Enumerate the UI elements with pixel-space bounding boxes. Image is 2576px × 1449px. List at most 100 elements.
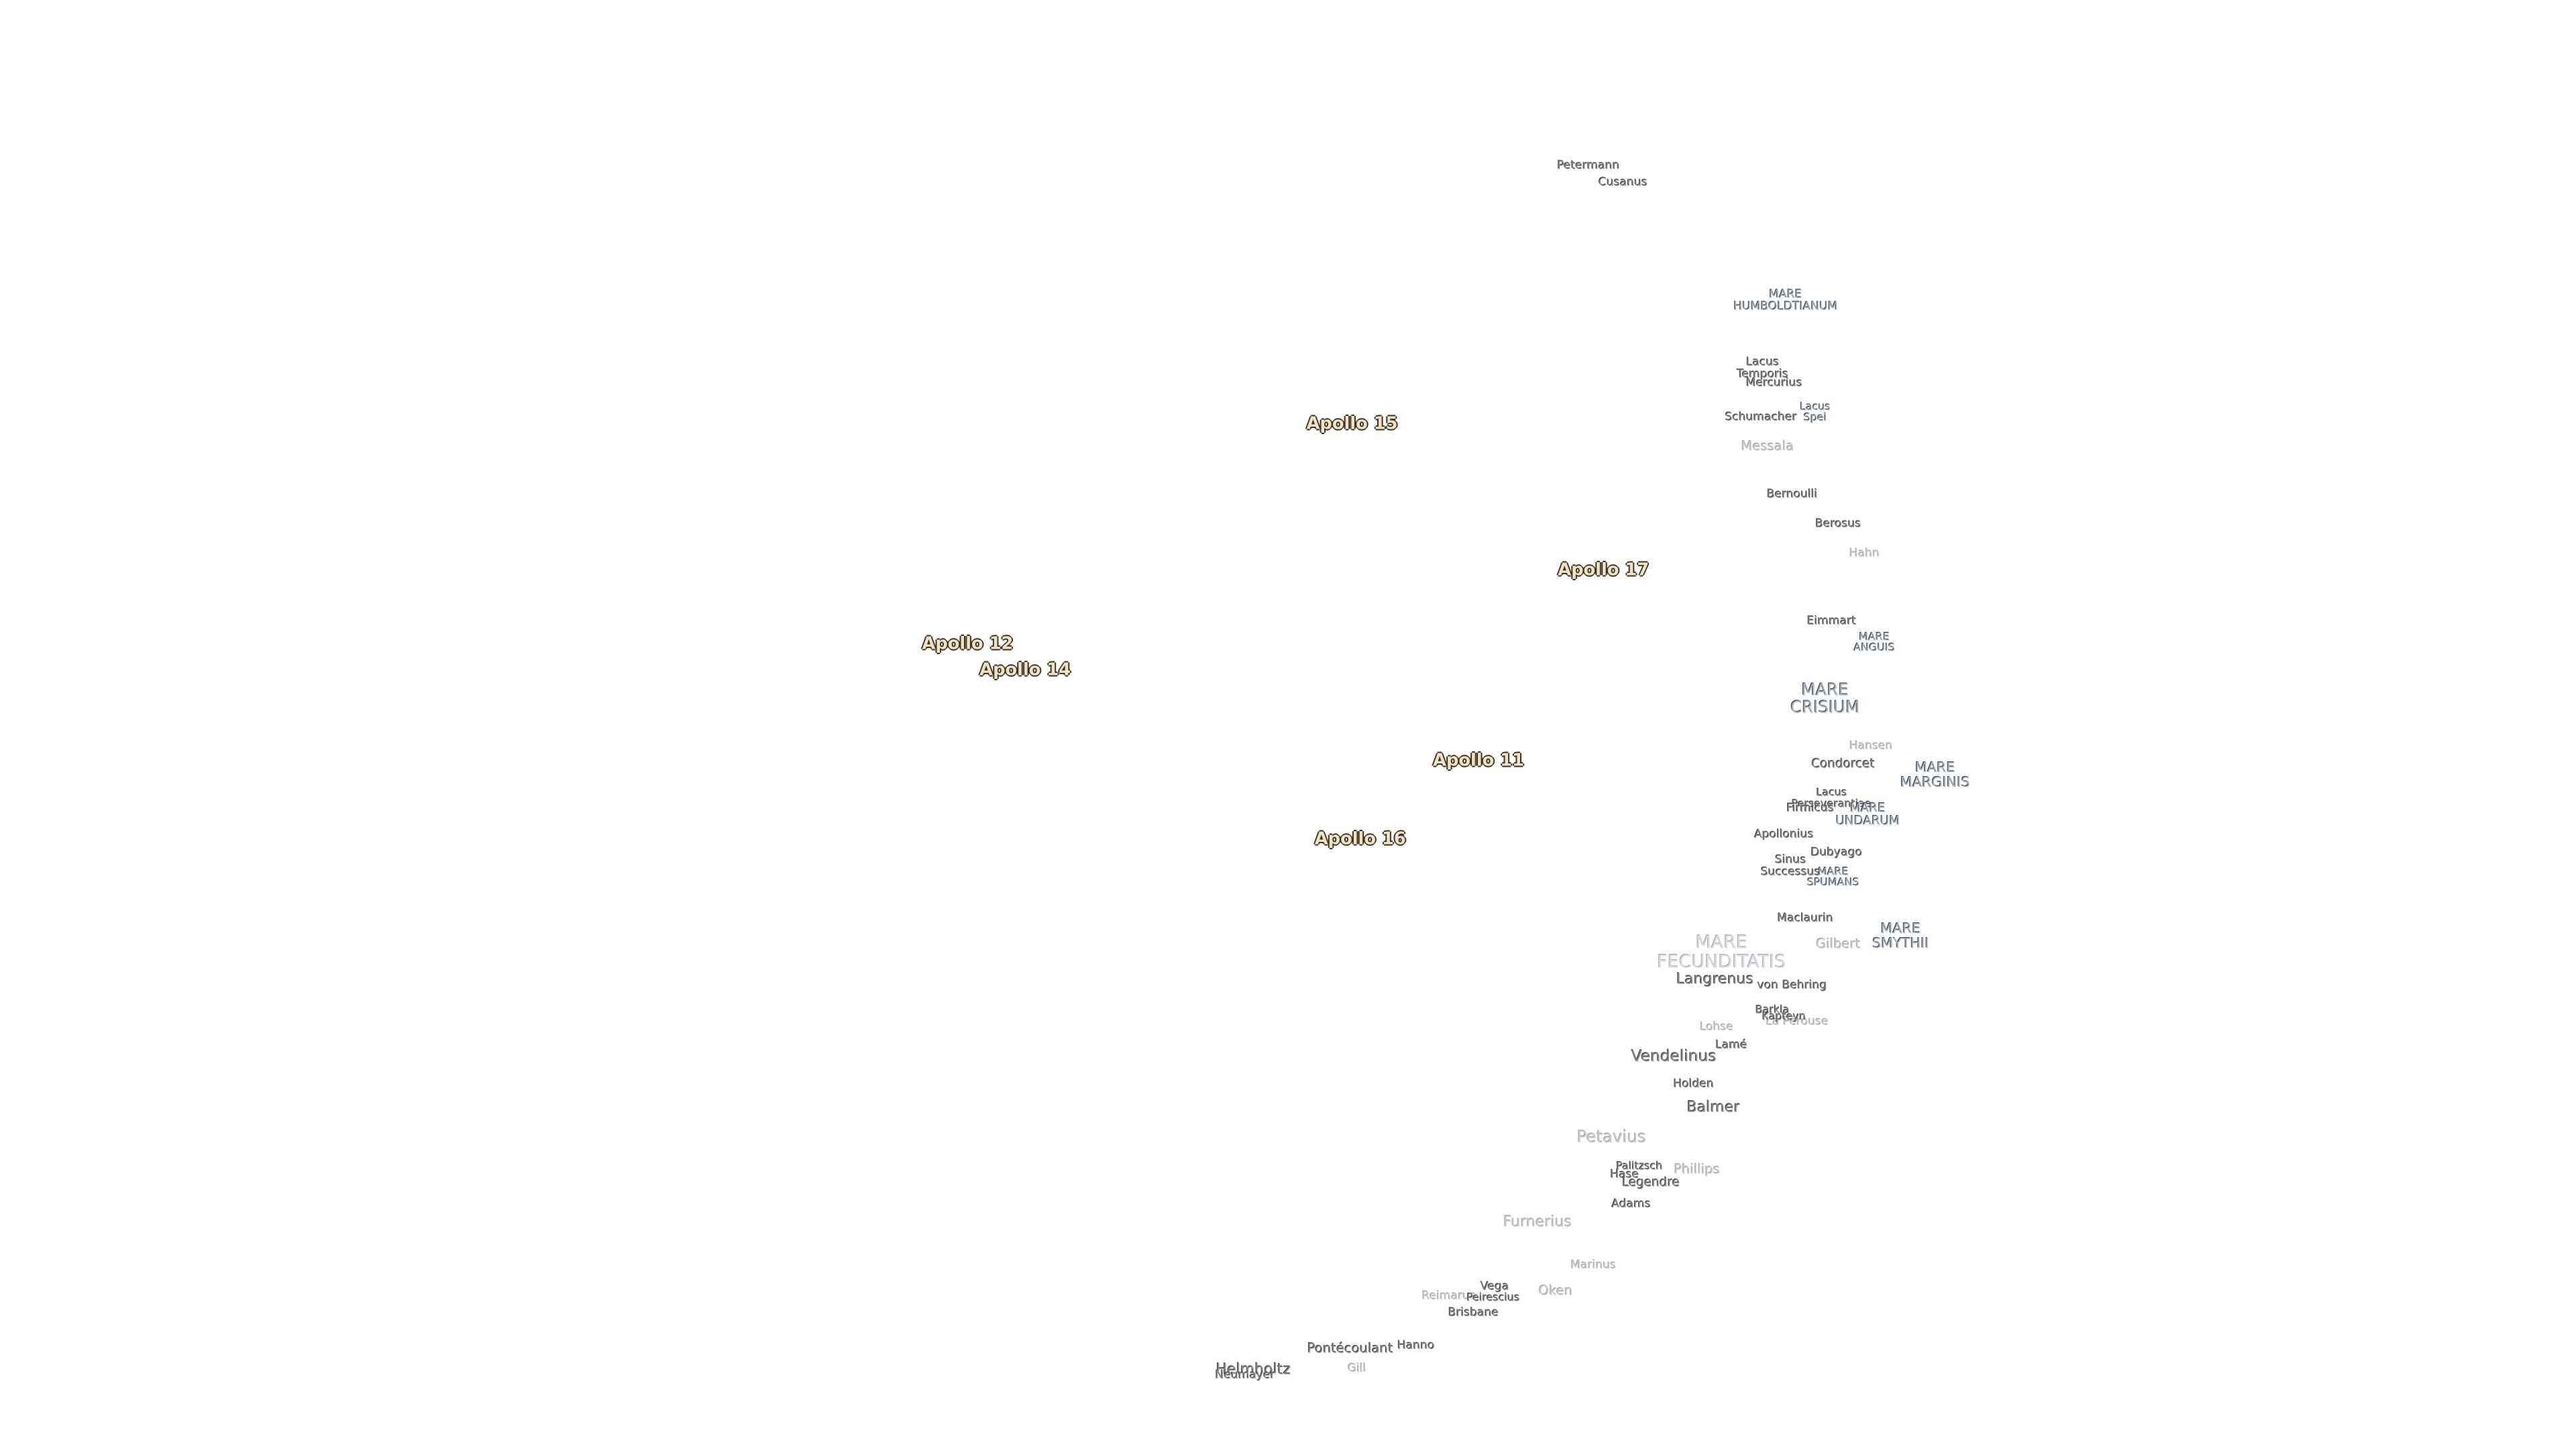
feature-label-line: Spei — [1803, 411, 1827, 424]
feature-label-line: MARE — [1769, 288, 1803, 302]
feature-label-line: Adams — [1611, 1197, 1652, 1212]
feature-label-line: Messala — [1741, 438, 1794, 454]
feature-label-line: Cusanus — [1599, 175, 1648, 189]
feature-label-line: Lohse — [1700, 1020, 1734, 1034]
feature-label: Helmholtz — [1216, 1362, 1291, 1378]
feature-label-line: Firmicus — [1786, 801, 1835, 815]
feature-label-line: Lacus — [1800, 399, 1831, 413]
feature-label-line: MARE — [1850, 801, 1886, 816]
feature-label: Apollonius — [1754, 828, 1813, 841]
feature-label-line: HUMBOLDTIANUM — [1733, 300, 1838, 314]
apollo-site-label: Apollo 15 — [1306, 413, 1398, 434]
feature-label-line: Barkla — [1756, 1003, 1790, 1016]
feature-label: Messala — [1741, 438, 1794, 454]
feature-label: Phillips — [1674, 1163, 1720, 1177]
feature-label-line: Condorcet — [1811, 757, 1875, 771]
feature-label-line: MARGINIS — [1900, 773, 1970, 790]
feature-label: Adams — [1612, 1198, 1651, 1210]
feature-label-line: Langrenus — [1676, 971, 1754, 988]
feature-label-line: Hase — [1610, 1168, 1640, 1182]
feature-label-line: MARE — [1859, 629, 1890, 643]
feature-label-line: CRISIUM — [1790, 696, 1860, 716]
feature-label-line: Oken — [1538, 1283, 1573, 1299]
feature-label: von Behring — [1758, 979, 1827, 991]
feature-label-line: Apollonius — [1754, 828, 1814, 842]
feature-label: MARE FECUNDITATIS — [1657, 933, 1786, 973]
feature-label-line: Successus — [1761, 865, 1821, 879]
feature-label: Marinus — [1571, 1259, 1617, 1271]
feature-label-line: Lacus — [1746, 355, 1780, 369]
feature-label: Hase — [1611, 1169, 1640, 1181]
feature-label: Gill — [1348, 1362, 1366, 1375]
feature-label: Barkla — [1756, 1003, 1790, 1016]
feature-label: Lacus Temporis — [1737, 356, 1788, 380]
feature-label-line: von Behring — [1758, 979, 1827, 993]
feature-label-line: Petavius — [1576, 1126, 1646, 1146]
feature-label: Berosus — [1815, 518, 1861, 530]
feature-label-line: MARE — [1880, 920, 1921, 937]
feature-label: Gilbert — [1816, 936, 1861, 952]
feature-label-line: FECUNDITATIS — [1657, 951, 1786, 973]
feature-label-line: Legendre — [1622, 1175, 1680, 1190]
feature-label: Vendelinus — [1631, 1046, 1717, 1065]
feature-label: MARE HUMBOLDTIANUM — [1733, 288, 1837, 313]
feature-label: MARE SMYTHII — [1872, 920, 1929, 951]
feature-label-line: MARE — [1915, 759, 1955, 776]
feature-label-line: UNDARUM — [1835, 814, 1900, 828]
feature-label-line: Phillips — [1674, 1161, 1721, 1177]
feature-label: Petavius — [1577, 1128, 1646, 1146]
feature-label: Lamé — [1716, 1039, 1748, 1051]
feature-label-line: Kapteyn — [1762, 1010, 1807, 1023]
feature-label: Langrenus — [1676, 971, 1754, 987]
feature-label-line: Gilbert — [1816, 936, 1861, 952]
feature-label-line: Hanno — [1397, 1338, 1435, 1352]
feature-label: La Pérouse — [1766, 1016, 1829, 1028]
feature-label: Neumayer — [1216, 1369, 1275, 1381]
feature-label-line: Neumayer — [1215, 1368, 1275, 1382]
feature-label-line: Balmer — [1686, 1099, 1740, 1116]
feature-label-line: Lacus — [1816, 786, 1847, 799]
feature-label-line: Furnerius — [1503, 1214, 1572, 1231]
feature-label-line: MARE — [1818, 865, 1849, 878]
feature-label: Maclaurin — [1778, 912, 1833, 924]
feature-label-line: Reimarus — [1421, 1289, 1477, 1303]
apollo-site-label: Apollo 12 — [922, 633, 1014, 654]
feature-label-line: Peirescius — [1466, 1291, 1520, 1304]
feature-label-line: Sinus — [1775, 853, 1807, 867]
feature-label-line: Berosus — [1815, 517, 1862, 531]
feature-label: Sinus Successus — [1761, 854, 1821, 878]
feature-label: Brisbane — [1448, 1307, 1499, 1319]
feature-label-line: Brisbane — [1448, 1305, 1499, 1320]
feature-label: Hanno — [1397, 1340, 1435, 1352]
feature-label-line: Helmholtz — [1216, 1361, 1291, 1379]
feature-label: MARE UNDARUM — [1836, 802, 1900, 828]
feature-label-line: Petermann — [1557, 159, 1620, 173]
feature-label-line: Vendelinus — [1631, 1046, 1717, 1065]
feature-label-line: Lamé — [1715, 1038, 1748, 1052]
feature-label-line: Gill — [1348, 1362, 1366, 1376]
feature-label-line: Mercurius — [1746, 376, 1803, 390]
feature-label: Hahn — [1849, 547, 1880, 559]
feature-label: Cusanus — [1599, 176, 1648, 189]
feature-label: Legendre — [1622, 1175, 1680, 1190]
feature-label: MARE CRISIUM — [1790, 681, 1860, 715]
feature-label: Bernoulli — [1767, 488, 1817, 500]
feature-label-line: Palitzsch — [1616, 1159, 1663, 1173]
feature-label-line: Eimmart — [1807, 614, 1857, 628]
feature-label: Lacus Perseverantiae — [1792, 786, 1872, 810]
feature-label: Holden — [1674, 1078, 1714, 1090]
feature-label-line: Temporis — [1737, 367, 1789, 381]
feature-label: Condorcet — [1811, 757, 1875, 771]
feature-label: Balmer — [1687, 1099, 1740, 1115]
feature-label-line: Maclaurin — [1777, 911, 1834, 925]
feature-label: Pontécoulant — [1307, 1342, 1393, 1356]
feature-label-line: La Pérouse — [1766, 1015, 1829, 1029]
feature-label-line: Perseverantiae — [1792, 797, 1872, 810]
feature-label: Vega — [1481, 1281, 1509, 1293]
feature-label: Lacus Spei — [1800, 399, 1831, 424]
feature-label: Petermann — [1558, 160, 1620, 172]
feature-label-line: Hahn — [1849, 547, 1880, 561]
feature-label: Reimarus — [1422, 1290, 1476, 1302]
feature-label: Lohse — [1700, 1021, 1733, 1033]
feature-label: Furnerius — [1503, 1214, 1572, 1230]
